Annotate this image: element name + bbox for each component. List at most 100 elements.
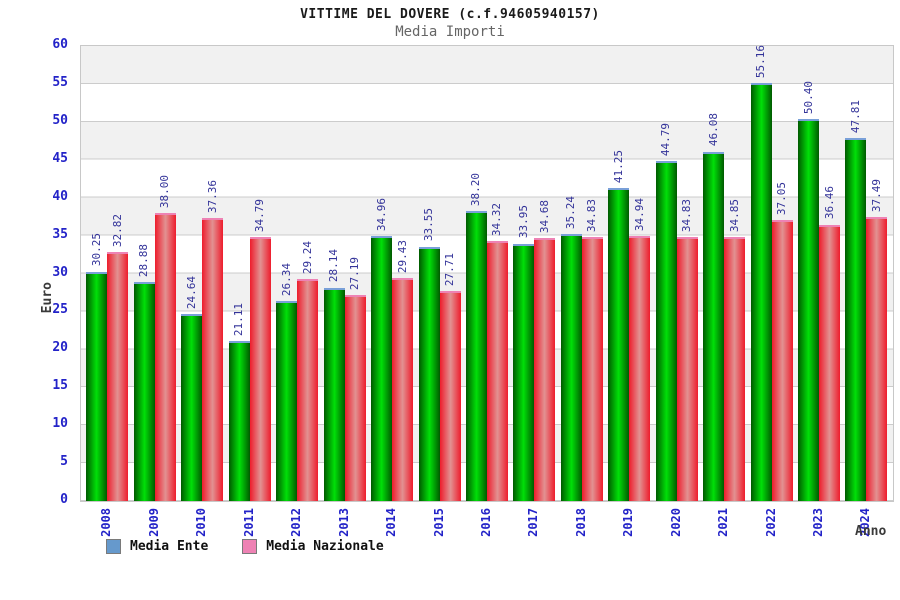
- bar-group-2021: 46.08 34.85 2021: [703, 46, 746, 537]
- bar-col: 26.34: [276, 46, 298, 501]
- bar-media-nazionale: [676, 236, 698, 501]
- bar-group-2013: 28.14 27.19 2013: [323, 46, 366, 537]
- bar-value-label: 37.49: [869, 178, 883, 212]
- bar-value-label: 27.19: [348, 256, 362, 290]
- bar-col: 34.83: [581, 46, 603, 501]
- bar-col: 33.95: [513, 46, 535, 501]
- bar-col: 21.11: [228, 46, 250, 501]
- bar-value-label: 34.85: [727, 198, 741, 232]
- bar-group-2020: 44.79 34.83 2020: [655, 46, 698, 537]
- bar-value-label: 55.16: [754, 44, 768, 78]
- bar-col: 46.08: [703, 46, 725, 501]
- bar-media-nazionale: [819, 224, 840, 501]
- bar-value-label: 33.95: [516, 205, 530, 239]
- bar-media-nazionale: [392, 277, 414, 501]
- legend-label-media-ente: Media Ente: [130, 539, 209, 554]
- bar-value-label: 34.83: [585, 198, 599, 232]
- bar-group-2009: 28.88 38.00 2009: [133, 46, 176, 537]
- bar-col: 34.96: [371, 46, 393, 501]
- legend-swatch-media-nazionale: [242, 539, 258, 554]
- bar-media-ente: [750, 82, 772, 501]
- bar-value-label: 24.64: [184, 276, 198, 310]
- bar-media-ente: [845, 138, 867, 501]
- bar-media-nazionale: [486, 240, 508, 501]
- bar-value-label: 30.25: [89, 233, 103, 267]
- bar-value-label: 34.68: [537, 199, 551, 234]
- bar-media-nazionale: [581, 236, 603, 501]
- bar-col: 38.20: [465, 46, 487, 501]
- x-axis-title: Anno: [855, 524, 887, 539]
- bar-media-ente: [86, 271, 108, 501]
- y-tick-label: 55: [52, 74, 68, 90]
- bar-media-ente: [371, 235, 393, 501]
- x-tick-label: 2015: [431, 508, 446, 537]
- y-tick-label: 40: [52, 188, 68, 204]
- x-tick-label: 2012: [289, 508, 304, 537]
- bar-col: 28.88: [133, 46, 155, 501]
- bar-value-label: 34.83: [680, 198, 694, 232]
- bar-media-nazionale: [771, 220, 793, 501]
- bar-media-ente: [798, 118, 819, 501]
- bar-value-label: 35.24: [564, 195, 578, 229]
- bar-value-label: 37.05: [775, 181, 789, 216]
- bar-value-label: 32.82: [110, 214, 124, 248]
- bar-media-nazionale: [297, 279, 319, 501]
- bar-value-label: 38.00: [158, 174, 172, 208]
- legend-label-media-nazionale: Media Nazionale: [266, 539, 384, 554]
- bar-media-ente: [655, 161, 677, 501]
- bar-value-label: 27.71: [443, 252, 456, 286]
- x-tick-label: 2009: [146, 508, 161, 537]
- bar-col: 29.43: [392, 46, 414, 501]
- bar-col: 24.64: [181, 46, 203, 501]
- bar-media-ente: [181, 314, 203, 501]
- bar-value-label: 26.34: [279, 263, 293, 297]
- bar-group-2017: 33.95 34.68 2017: [513, 46, 556, 537]
- bar-group-2016: 38.20 34.32 2016: [465, 46, 508, 537]
- x-tick-label: 2019: [621, 508, 636, 537]
- bar-value-label: 37.36: [205, 179, 219, 213]
- bar-col: 47.81: [845, 46, 867, 501]
- bar-value-label: 50.40: [801, 80, 815, 114]
- legend-item-media-ente: Media Ente: [106, 539, 208, 554]
- x-tick-label: 2008: [99, 508, 114, 537]
- bar-value-label: 34.79: [253, 199, 267, 233]
- bar-media-ente: [608, 188, 630, 501]
- x-tick-label: 2011: [241, 508, 256, 537]
- bar-col: 36.46: [819, 46, 840, 501]
- y-tick-label: 30: [52, 264, 68, 280]
- bar-media-ente: [133, 282, 155, 501]
- plot-area: 30.25 32.82 2008 28.88 38.00 2009 24.64 37.36 20…: [80, 44, 894, 537]
- bar-group-2011: 21.11 34.79 2011: [228, 46, 271, 537]
- bar-col: 34.79: [249, 46, 271, 501]
- bar-media-ente: [465, 211, 487, 501]
- bar-col: 50.40: [798, 46, 819, 501]
- x-tick-label: 2022: [763, 508, 778, 537]
- bar-media-ente: [323, 287, 345, 501]
- x-tick-label: 2017: [526, 508, 541, 537]
- bar-col: 33.55: [418, 46, 440, 501]
- bar-group-2010: 24.64 37.36 2010: [181, 46, 224, 537]
- bar-group-2023: 50.40 36.46 2023: [798, 46, 840, 537]
- bar-col: 34.32: [486, 46, 508, 501]
- bar-group-2014: 34.96 29.43 2014: [371, 46, 414, 537]
- bar-value-label: 34.32: [490, 202, 504, 236]
- y-axis: 0 5 10 15 20 25 30 35 40 45 50 55 60: [0, 37, 76, 507]
- bar-media-nazionale: [107, 252, 129, 501]
- bar-media-nazionale: [202, 217, 224, 501]
- bar-media-nazionale: [724, 236, 746, 501]
- bar-value-label: 28.14: [327, 249, 341, 283]
- bar-media-ente: [418, 246, 440, 501]
- bar-col: 34.83: [676, 46, 698, 501]
- x-tick-label: 2014: [384, 508, 399, 537]
- bar-media-nazionale: [154, 212, 176, 501]
- bar-media-nazionale: [866, 216, 888, 501]
- y-tick-label: 25: [52, 302, 68, 318]
- x-tick-label: 2016: [478, 508, 493, 537]
- bar-value-label: 29.43: [395, 239, 409, 273]
- legend-item-media-nazionale: Media Nazionale: [242, 539, 384, 554]
- y-tick-label: 35: [52, 226, 68, 242]
- x-tick-label: 2013: [336, 508, 351, 537]
- bar-col: 44.79: [655, 46, 677, 501]
- bar-col: 55.16: [750, 44, 772, 501]
